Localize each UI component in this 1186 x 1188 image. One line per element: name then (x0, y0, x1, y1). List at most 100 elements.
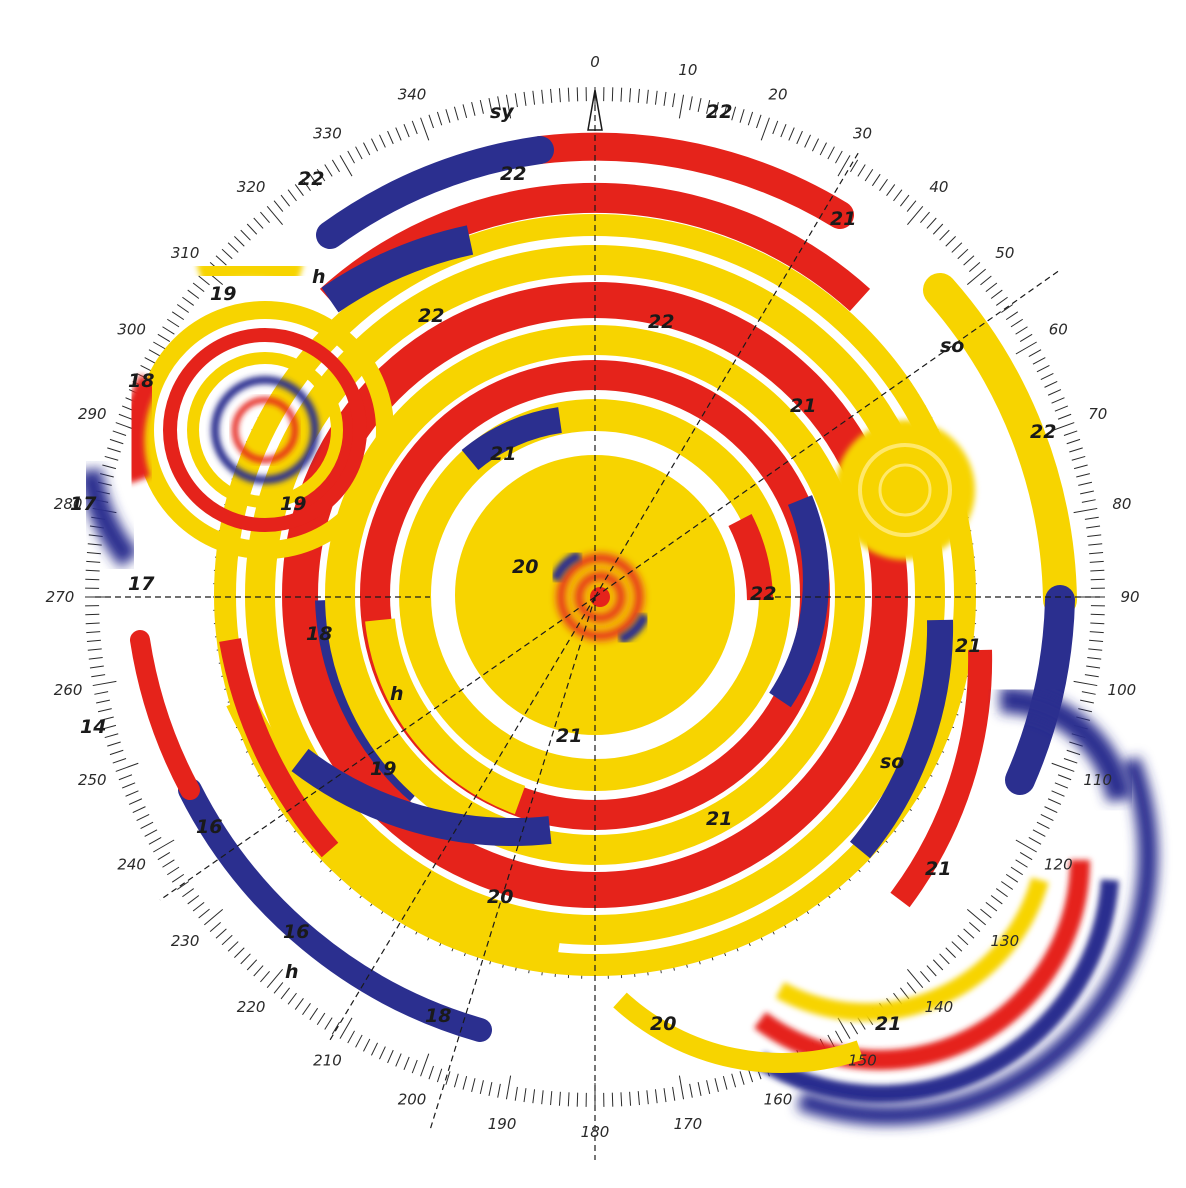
scale-tick (1084, 516, 1099, 520)
scale-tick (969, 262, 981, 272)
scale-tick (192, 901, 205, 912)
scale-tick (990, 289, 1003, 299)
scale-tick (260, 971, 270, 983)
scale-tick (462, 104, 468, 119)
scale-tick (871, 173, 881, 187)
degree-label: 320 (237, 178, 266, 196)
scale-tick (835, 150, 843, 164)
degree-label: 240 (117, 856, 146, 874)
scale-tick (957, 934, 969, 946)
scale-tick (620, 1092, 623, 1107)
scale-tick (260, 211, 270, 223)
scale-tick (1032, 829, 1046, 837)
scale-tick (886, 184, 896, 197)
scale-tick (280, 987, 291, 1000)
scale-tick (697, 1082, 702, 1096)
label-20-lower: 20 (487, 886, 513, 908)
scale-tick (637, 88, 640, 103)
scale-tick (148, 349, 162, 357)
scale-tick (819, 142, 827, 156)
scale-tick (497, 1083, 501, 1098)
scale-tick (1001, 881, 1014, 890)
label-20-center: 20 (512, 556, 538, 578)
scale-tick (1066, 749, 1081, 756)
scale-tick (182, 296, 195, 306)
scale-tick (1080, 490, 1094, 495)
scale-tick (1089, 631, 1104, 634)
scale-tick (403, 1056, 410, 1071)
main-arcs (78, 132, 1159, 1126)
scale-tick (355, 146, 363, 160)
degree-label: 280 (54, 495, 83, 513)
scale-tick (920, 971, 930, 983)
scale-tick (479, 1080, 484, 1095)
scale-tick (109, 438, 124, 445)
scale-tick (697, 98, 702, 112)
degree-label: 110 (1083, 771, 1112, 789)
scale-tick (253, 217, 264, 229)
scale-tick (436, 1068, 443, 1083)
scale-tick (837, 155, 851, 177)
scale-tick (505, 94, 512, 119)
degree-label: 20 (768, 85, 787, 103)
scale-tick (187, 895, 200, 905)
scale-tick (153, 839, 175, 853)
scale-tick (240, 229, 251, 241)
scale-tick (731, 1073, 737, 1088)
scale-tick (963, 255, 975, 266)
scale-tick (379, 134, 386, 148)
scale-tick (1001, 304, 1014, 313)
scale-tick (302, 1003, 311, 1016)
scale-tick (324, 164, 333, 177)
scale-tick (309, 173, 319, 187)
degree-label: 40 (929, 178, 948, 196)
scale-tick (788, 127, 795, 141)
scale-tick (96, 699, 110, 704)
scale-tick (541, 1090, 544, 1105)
scale-tick (387, 130, 394, 145)
scale-tick (706, 1080, 711, 1095)
scale-tick (182, 888, 195, 898)
scale-tick (920, 211, 930, 223)
scale-tick (221, 934, 233, 946)
scale-tick (104, 455, 119, 461)
degree-label: 190 (488, 1115, 517, 1133)
scale-tick (479, 99, 484, 114)
scale-tick (706, 99, 711, 114)
label-21-se: 21 (925, 858, 951, 880)
scale-tick (1057, 413, 1072, 420)
label-17-left: 17 (70, 493, 97, 515)
scale-tick (629, 88, 632, 103)
label-h-lower: h (285, 961, 299, 983)
scale-tick (1063, 758, 1078, 764)
scale-tick (302, 178, 311, 191)
scale-tick (1063, 430, 1078, 436)
label-h-upper: h (312, 266, 326, 288)
scale-tick (411, 1059, 418, 1074)
scale-tick (85, 622, 100, 625)
scale-tick (370, 138, 379, 152)
scale-tick (906, 982, 917, 994)
degree-label: 300 (117, 321, 146, 339)
scale-tick (471, 102, 476, 116)
scale-tick (102, 724, 117, 730)
scale-tick (985, 901, 998, 912)
scale-tick (294, 184, 304, 197)
scale-tick (167, 866, 180, 876)
scale-tick (87, 648, 102, 651)
degree-label: 100 (1108, 681, 1137, 699)
scale-tick (1028, 349, 1042, 357)
scale-tick (558, 1091, 561, 1106)
scale-tick (462, 1075, 468, 1090)
scale-tick (198, 908, 210, 919)
scale-tick (835, 1030, 843, 1044)
scale-tick (1040, 813, 1054, 822)
scale-tick (1086, 525, 1101, 529)
scale-tick (850, 1021, 859, 1035)
scale-tick (171, 311, 185, 321)
scale-tick (1076, 473, 1090, 478)
scale-tick (963, 928, 975, 939)
scale-tick (780, 123, 787, 138)
scale-tick (1010, 866, 1023, 876)
